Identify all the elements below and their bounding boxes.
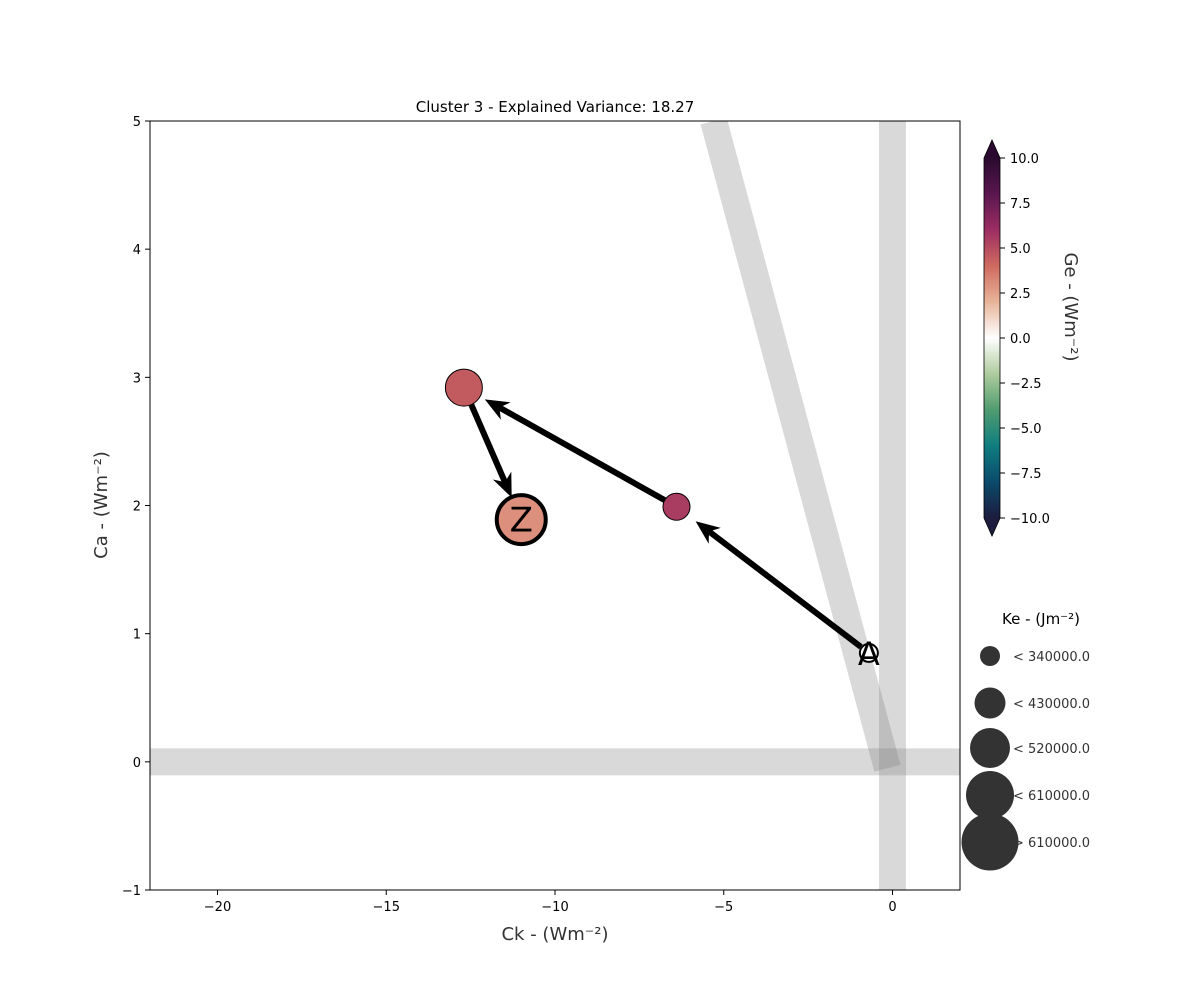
arrow-shaft xyxy=(704,527,863,650)
trajectory-arrows xyxy=(465,395,863,650)
y-tick-label: 2 xyxy=(133,500,141,515)
data-point xyxy=(662,492,691,521)
arrow-head xyxy=(492,471,512,498)
colorbar-tick-label: 0.0 xyxy=(1010,332,1031,347)
x-axis-label: Ck - (Wm⁻²) xyxy=(501,924,608,945)
size-legend-label: < 520000.0 xyxy=(1013,742,1090,757)
y-tick-label: 3 xyxy=(133,371,141,386)
x-tick-label: −20 xyxy=(204,900,231,915)
x-axis-ticks: −20 −15 −10 −5 0 xyxy=(204,890,897,915)
start-marker-label: A xyxy=(858,635,880,673)
colorbar-tick-label: −7.5 xyxy=(1010,467,1042,482)
size-legend-label: < 610000.0 xyxy=(1013,789,1090,804)
size-legend-title: Ke - (Jm⁻²) xyxy=(1002,610,1080,628)
x-tick-label: −10 xyxy=(541,900,568,915)
size-legend-marker xyxy=(961,813,1019,871)
colorbar-tick-label: 7.5 xyxy=(1010,197,1031,212)
x-tick-label: −15 xyxy=(373,900,400,915)
y-tick-label: −1 xyxy=(122,884,141,899)
y-tick-label: 0 xyxy=(133,756,141,771)
colorbar-tick-label: 2.5 xyxy=(1010,287,1031,302)
reference-band-diagonal xyxy=(700,121,901,772)
colorbar-tick-label: 5.0 xyxy=(1010,242,1031,257)
arrow-head xyxy=(484,399,511,420)
x-tick-label: −5 xyxy=(714,900,733,915)
colorbar-gradient xyxy=(984,158,1000,518)
size-legend-marker xyxy=(966,771,1014,819)
colorbar-tick-label: 10.0 xyxy=(1010,152,1039,167)
arrow-shaft xyxy=(495,403,670,505)
x-tick-label: 0 xyxy=(888,900,896,915)
arrow-head xyxy=(695,521,721,544)
size-legend-label: < 430000.0 xyxy=(1013,697,1090,712)
end-marker-label: Z xyxy=(510,501,533,541)
size-legend-marker xyxy=(980,646,1000,666)
y-tick-label: 5 xyxy=(133,115,141,130)
colorbar: −10.0 −7.5 −5.0 −2.5 0.0 2.5 5.0 7.5 10.0 xyxy=(983,139,1050,537)
reference-bands xyxy=(150,121,960,890)
size-legend-marker xyxy=(970,728,1010,768)
y-tick-label: 4 xyxy=(133,243,141,258)
colorbar-tick-label: −2.5 xyxy=(1010,377,1042,392)
y-tick-label: 1 xyxy=(133,628,141,643)
data-point xyxy=(858,642,879,663)
colorbar-label: Ge - (Wm⁻²) xyxy=(1060,252,1081,361)
data-points: AZ xyxy=(444,368,880,673)
colorbar-tick-label: −10.0 xyxy=(1010,512,1050,527)
size-legend-marker xyxy=(974,687,1006,719)
arrow-shaft xyxy=(465,395,509,486)
colorbar-tick-label: −5.0 xyxy=(1010,422,1042,437)
size-legend-label: > 610000.0 xyxy=(1013,836,1090,851)
data-point xyxy=(494,493,548,547)
y-axis-ticks: −1 0 1 2 3 4 5 xyxy=(122,115,150,899)
size-legend-label: < 340000.0 xyxy=(1013,650,1090,665)
size-legend: Ke - (Jm⁻²) < 340000.0 < 430000.0 < 520000… xyxy=(961,610,1090,871)
colorbar-max-extension xyxy=(984,140,1000,158)
colorbar-min-extension xyxy=(984,518,1000,536)
chart-title: Cluster 3 - Explained Variance: 18.27 xyxy=(416,98,695,116)
data-point xyxy=(444,368,483,407)
y-axis-label: Ca - (Wm⁻²) xyxy=(91,451,112,559)
